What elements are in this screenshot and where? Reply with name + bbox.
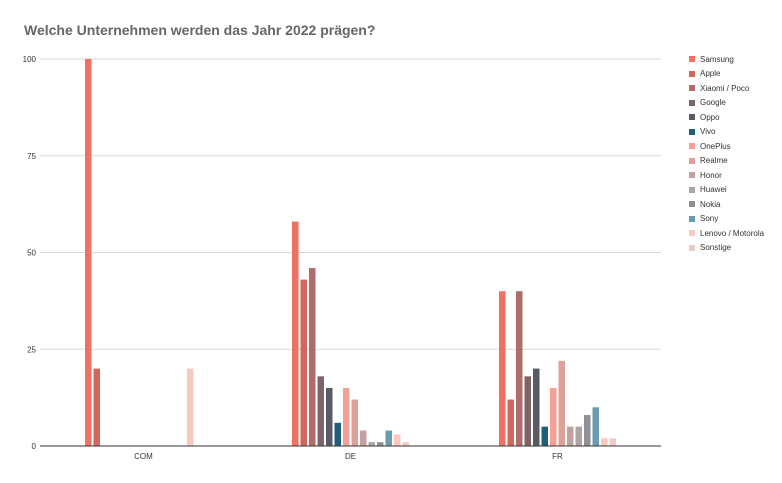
y-tick-label: 0 bbox=[32, 442, 37, 451]
bar bbox=[351, 399, 358, 446]
legend-entry[interactable]: Google bbox=[689, 96, 764, 111]
bar bbox=[575, 426, 582, 446]
legend: Samsung Apple Xiaomi / Poco Google Oppo Vivo O… bbox=[689, 52, 764, 255]
legend-entry[interactable]: Samsung bbox=[689, 52, 764, 67]
bar bbox=[567, 426, 574, 446]
bar bbox=[499, 291, 506, 446]
legend-swatch bbox=[689, 128, 695, 135]
legend-label: Google bbox=[700, 98, 726, 108]
legend-swatch bbox=[689, 215, 695, 222]
bar bbox=[385, 430, 392, 446]
legend-label: Samsung bbox=[700, 54, 734, 64]
legend-label: Realme bbox=[700, 156, 728, 166]
bar bbox=[334, 422, 341, 446]
legend-swatch bbox=[689, 114, 695, 121]
bar bbox=[368, 442, 375, 446]
legend-swatch bbox=[689, 201, 695, 208]
legend-swatch bbox=[689, 172, 695, 179]
bar bbox=[360, 430, 367, 446]
legend-entry[interactable]: Xiaomi / Poco bbox=[689, 81, 764, 96]
legend-label: Lenovo / Motorola bbox=[700, 228, 765, 238]
bar bbox=[326, 387, 333, 446]
legend-label: Oppo bbox=[700, 112, 720, 122]
legend-label: Nokia bbox=[700, 199, 721, 209]
y-tick-label: 50 bbox=[27, 249, 36, 258]
legend-entry[interactable]: Sony bbox=[689, 212, 764, 227]
legend-label: Huawei bbox=[700, 185, 727, 195]
y-tick-label: 25 bbox=[27, 345, 36, 354]
legend-entry[interactable]: Oppo bbox=[689, 110, 764, 125]
legend-swatch bbox=[689, 244, 695, 251]
bar bbox=[609, 438, 616, 446]
y-axis-tick-labels: 0 25 50 75 100 bbox=[23, 55, 37, 451]
bar bbox=[300, 279, 307, 446]
legend-label: Sonstige bbox=[700, 243, 732, 253]
legend-label: Honor bbox=[700, 170, 722, 180]
bar bbox=[309, 267, 316, 446]
legend-swatch bbox=[689, 70, 695, 77]
bar bbox=[93, 368, 100, 446]
legend-entry[interactable]: OnePlus bbox=[689, 139, 764, 154]
legend-entry[interactable]: Apple bbox=[689, 67, 764, 82]
legend-label: Apple bbox=[700, 69, 721, 79]
legend-label: Vivo bbox=[700, 127, 716, 137]
y-tick-label: 75 bbox=[27, 152, 36, 161]
bar bbox=[507, 399, 514, 446]
x-tick-label: FR bbox=[552, 452, 563, 461]
x-axis-tick-labels: COM DE FR bbox=[134, 452, 563, 461]
bar bbox=[550, 387, 557, 446]
bars bbox=[85, 59, 616, 446]
bar bbox=[292, 221, 299, 446]
bar bbox=[317, 376, 324, 446]
bar bbox=[533, 368, 540, 446]
legend-entry[interactable]: Realme bbox=[689, 154, 764, 169]
legend-entry[interactable]: Honor bbox=[689, 168, 764, 183]
bar bbox=[601, 438, 608, 446]
legend-swatch bbox=[689, 99, 695, 106]
legend-entry[interactable]: Sonstige bbox=[689, 241, 764, 256]
legend-swatch bbox=[689, 85, 695, 92]
bar bbox=[524, 376, 531, 446]
legend-swatch bbox=[689, 157, 695, 164]
bar bbox=[377, 442, 384, 446]
bar bbox=[402, 442, 409, 446]
gridlines bbox=[40, 58, 661, 350]
y-tick-label: 100 bbox=[23, 55, 37, 64]
legend-label: Xiaomi / Poco bbox=[700, 83, 750, 93]
bar bbox=[592, 407, 599, 446]
bar bbox=[541, 426, 548, 446]
legend-swatch bbox=[689, 143, 695, 150]
bar bbox=[85, 59, 92, 446]
bar bbox=[558, 360, 565, 446]
legend-entry[interactable]: Lenovo / Motorola bbox=[689, 226, 764, 241]
legend-swatch bbox=[689, 186, 695, 193]
bar bbox=[516, 291, 523, 446]
legend-entry[interactable]: Vivo bbox=[689, 125, 764, 140]
legend-entry[interactable]: Huawei bbox=[689, 183, 764, 198]
legend-label: OnePlus bbox=[700, 141, 731, 151]
x-tick-label: COM bbox=[134, 452, 153, 461]
x-tick-label: DE bbox=[345, 452, 356, 461]
legend-swatch bbox=[689, 230, 695, 237]
bar bbox=[187, 368, 194, 446]
legend-entry[interactable]: Nokia bbox=[689, 197, 764, 212]
bar bbox=[343, 387, 350, 446]
chart-title: Welche Unternehmen werden das Jahr 2022 … bbox=[24, 22, 376, 38]
bar bbox=[394, 434, 401, 446]
legend-swatch bbox=[689, 56, 695, 63]
legend-label: Sony bbox=[700, 214, 719, 224]
bar bbox=[584, 415, 591, 446]
